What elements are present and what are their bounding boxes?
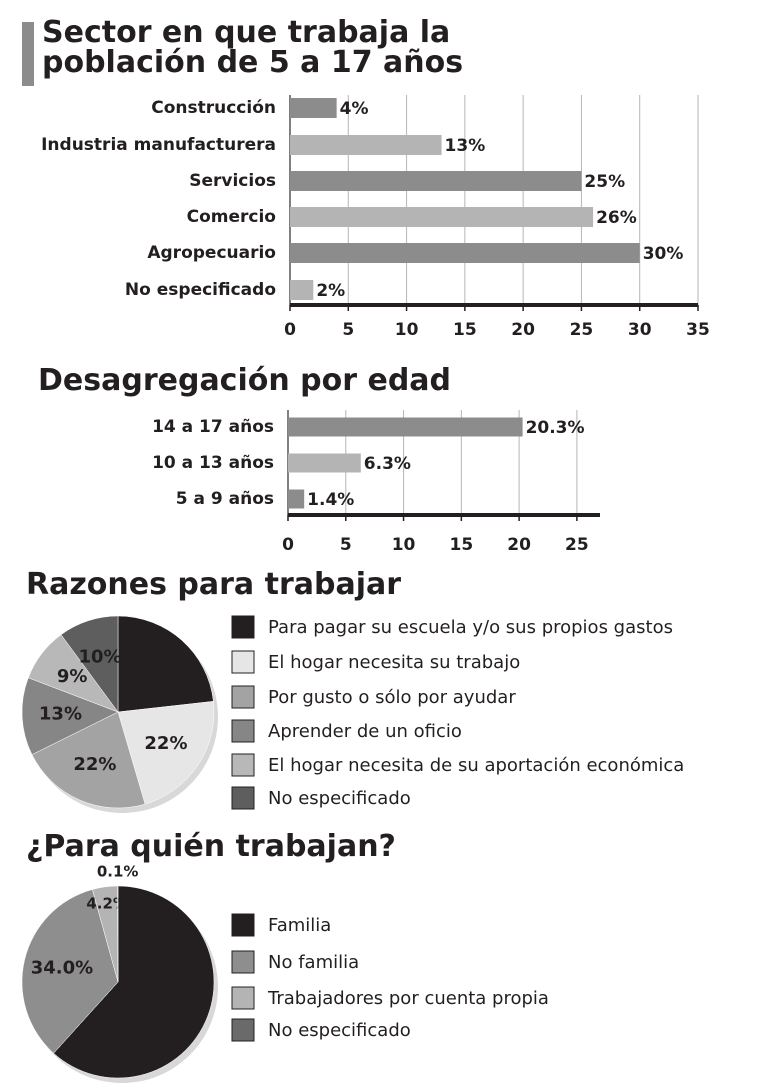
pie-slice [117,885,119,983]
legend-label: Para pagar su escuela y/o sus propios ga… [268,617,673,638]
bar [288,417,523,437]
title-accent [22,22,34,86]
bar [290,280,314,300]
slice-label: 0.1% [97,863,139,881]
bar [288,489,305,509]
legend-label: El hogar necesita de su aportación econó… [268,755,684,776]
slice-label: 34.0% [31,958,93,979]
pie-slice [53,885,215,1079]
x-tick-label: 20 [507,535,531,555]
x-tick-label: 25 [565,535,589,555]
bar [290,243,640,263]
legend-swatch [231,913,255,937]
chart-title: Sector en que trabaja la población de 5 … [42,15,464,80]
bar [290,207,594,227]
x-tick-label: 10 [392,535,416,555]
category-label: No especificado [125,280,276,300]
bar [290,135,442,155]
legend-label: No familia [268,952,359,973]
legend-swatch [231,950,255,974]
slice-label: 4.2% [86,895,128,913]
legend-label: Por gusto o sólo por ayudar [268,687,516,708]
value-label: 25% [584,172,625,192]
pie-slice [60,615,119,713]
legend-label: Trabajadores por cuenta propia [267,988,549,1009]
x-tick-label: 15 [453,320,477,340]
legend-label: Aprender de un oficio [268,721,462,742]
value-label: 26% [596,208,637,228]
legend-label: No especificado [268,788,411,809]
slice-label: 61.7% [141,992,203,1013]
category-label: 14 a 17 años [152,417,274,437]
category-label: Construcción [151,98,276,118]
legend-swatch [231,986,255,1010]
x-tick-label: 30 [628,320,652,340]
category-label: 5 a 9 años [176,489,274,509]
x-tick-label: 5 [342,320,354,340]
legend-swatch [231,753,255,777]
value-label: 13% [445,136,486,156]
x-tick-label: 10 [395,320,419,340]
x-tick-label: 0 [282,535,294,555]
category-label: Industria manufacturera [41,135,276,155]
bar [290,171,582,191]
slice-label: 9% [57,666,88,687]
category-label: Servicios [189,171,276,191]
x-tick-label: 20 [511,320,535,340]
chart-title: Razones para trabajar [26,567,402,602]
legend-label: El hogar necesita su trabajo [268,652,520,673]
pie-slice [21,889,119,1054]
legend-swatch [231,650,255,674]
value-label: 2% [316,281,345,301]
chart-title: Desagregación por edad [38,363,452,398]
slice-label: 13% [39,704,82,725]
legend-swatch [231,685,255,709]
x-tick-label: 35 [686,320,710,340]
chart-title: ¿Para quién trabajan? [26,829,396,864]
value-label: 6.3% [364,454,411,474]
pie-slice [31,711,146,809]
category-label: 10 a 13 años [152,453,274,473]
legend-swatch [231,1018,255,1042]
slice-label: 22% [144,733,187,754]
bar [290,98,337,118]
pie-slice [117,701,215,805]
category-label: Comercio [187,207,276,227]
legend-swatch [231,786,255,810]
x-tick-label: 25 [570,320,594,340]
legend-label: No especificado [268,1020,411,1041]
bar [288,453,361,473]
slice-label: 10% [78,646,121,667]
value-label: 20.3% [526,418,585,438]
legend-swatch [231,615,255,639]
value-label: 30% [643,244,684,264]
slice-label: 23% [135,658,178,679]
x-tick-label: 15 [449,535,473,555]
slice-label: 22% [73,754,116,775]
legend-swatch [231,719,255,743]
pie-slice [117,615,214,713]
legend-label: Familia [268,915,331,936]
pie-slice [21,677,119,755]
x-tick-label: 0 [284,320,296,340]
category-label: Agropecuario [147,243,276,263]
value-label: 1.4% [307,490,354,510]
value-label: 4% [340,99,369,119]
x-tick-label: 5 [340,535,352,555]
